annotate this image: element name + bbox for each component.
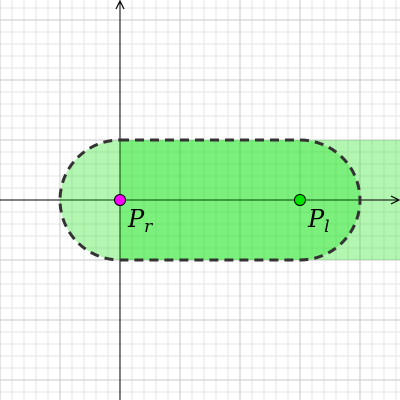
point-p-l	[293, 194, 306, 206]
point-label-p-r: Pr	[127, 205, 153, 237]
capsule-outline	[58, 138, 362, 262]
points: Pr Pl	[113, 194, 330, 237]
point-label-p-l: Pl	[307, 205, 330, 237]
point-p-r	[113, 194, 126, 206]
